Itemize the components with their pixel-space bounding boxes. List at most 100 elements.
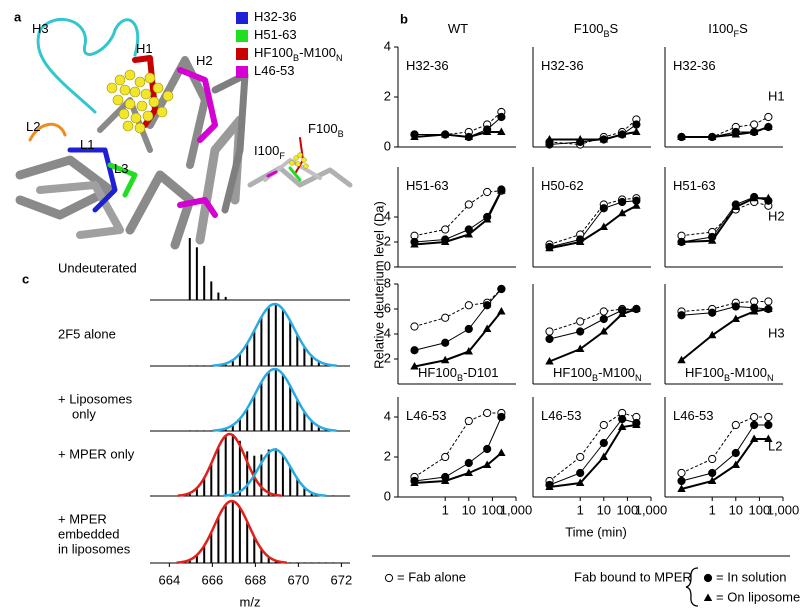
marker <box>708 236 717 244</box>
marker <box>632 127 641 135</box>
marker <box>708 476 717 484</box>
fit-curve <box>212 367 337 432</box>
marker <box>482 324 492 332</box>
marker <box>441 355 450 364</box>
marker <box>750 412 759 422</box>
legend-label: = Fab alone <box>397 569 466 584</box>
marker <box>617 309 627 317</box>
peptide-label-part: H32-36 <box>406 58 449 73</box>
y-tick-label: 8 <box>384 275 391 290</box>
marker <box>410 362 419 370</box>
y-tick-label: 4 <box>384 38 391 53</box>
marker <box>441 130 450 138</box>
marker <box>497 127 506 135</box>
marker <box>410 346 419 355</box>
peptide-label: H50-62 <box>541 178 584 193</box>
marker <box>677 476 686 486</box>
peptide-label-part: L46-53 <box>673 408 713 423</box>
marker <box>731 302 740 311</box>
structure-label-part: H1 <box>136 41 153 56</box>
legend-marker <box>384 573 394 583</box>
marker <box>708 468 717 478</box>
row-label: H1 <box>768 88 785 103</box>
y-tick-label: 0 <box>384 488 391 503</box>
marker <box>464 301 473 310</box>
marker <box>731 448 740 458</box>
x-axis-label: m/z <box>240 594 261 609</box>
marker <box>545 135 554 143</box>
panel-letter: c <box>22 271 29 286</box>
legend-label-part: B <box>293 53 299 63</box>
protein-structure <box>15 17 353 250</box>
legend-label: HF100B-M100N <box>254 45 343 63</box>
marker <box>483 187 492 197</box>
marker <box>497 186 506 194</box>
legend-swatch <box>236 12 248 24</box>
series-line <box>681 438 769 490</box>
structure-label: L1 <box>80 137 94 152</box>
series-line <box>414 288 502 327</box>
structure-label-part: H3 <box>32 21 49 36</box>
legend-label-part: HF100 <box>254 45 293 60</box>
x-tick-label: 10 <box>597 502 611 517</box>
peptide-label-part: H50-62 <box>541 178 584 193</box>
y-tick-label: 2 <box>384 350 391 365</box>
legend-label-part: -M100 <box>299 45 336 60</box>
inset-label-part: F100 <box>308 121 338 136</box>
marker <box>545 243 554 252</box>
structure-label-part: L1 <box>80 137 94 152</box>
marker <box>576 468 585 478</box>
marker <box>599 327 608 335</box>
peptide-label-part: L46-53 <box>541 408 581 423</box>
x-tick-label: 10 <box>462 502 476 517</box>
spectrum-label: + Liposomes <box>58 391 133 406</box>
marker <box>677 355 686 364</box>
peptide-label-part: N <box>767 373 774 383</box>
peptide-label-part: -M100 <box>730 365 767 380</box>
marker <box>677 468 686 478</box>
marker <box>764 122 773 130</box>
x-tick-label: 670 <box>288 572 310 587</box>
legend-swatch <box>236 30 248 42</box>
marker <box>708 308 717 317</box>
series-line <box>414 310 503 368</box>
peptide-label-part: HF100 <box>685 365 724 380</box>
legend-label: H51-63 <box>254 27 297 42</box>
legend-label: = In solution <box>716 569 786 584</box>
marker <box>497 307 506 315</box>
marker <box>441 237 450 245</box>
fit-curve <box>223 448 327 497</box>
inset-label: I100F <box>254 143 285 161</box>
marker <box>599 204 608 213</box>
spectrum-label: Undeuterated <box>58 260 137 275</box>
legend-label: L46-53 <box>254 63 294 78</box>
column-title: I100FS <box>708 21 748 39</box>
structure-label: H1 <box>136 41 153 56</box>
legend-label: H32-36 <box>254 9 297 24</box>
marker <box>410 478 419 486</box>
spectrum-label: only <box>72 406 96 421</box>
y-tick-label: 2 <box>384 233 391 248</box>
y-tick-label: 0 <box>384 138 391 153</box>
peptide-label-part: B <box>457 373 463 383</box>
marker <box>764 412 773 422</box>
marker <box>497 284 506 294</box>
inset-label-part: I100 <box>254 143 279 158</box>
marker <box>731 460 740 468</box>
marker <box>483 301 492 310</box>
structure-label-part: L3 <box>114 161 128 176</box>
column-title: WT <box>448 21 468 36</box>
marker <box>599 222 608 230</box>
fit-curve <box>176 499 287 564</box>
peptide-label: L46-53 <box>406 408 446 423</box>
marker <box>576 327 585 336</box>
inset-structure <box>247 137 353 188</box>
peptide-label: HF100B-D101 <box>418 365 499 383</box>
peptide-label: HF100B-M100N <box>685 365 774 383</box>
peptide-label: L46-53 <box>673 408 713 423</box>
x-tick-label: 1,000 <box>767 502 800 517</box>
marker <box>618 197 627 207</box>
marker <box>599 307 608 316</box>
structure-label: L2 <box>26 119 40 134</box>
